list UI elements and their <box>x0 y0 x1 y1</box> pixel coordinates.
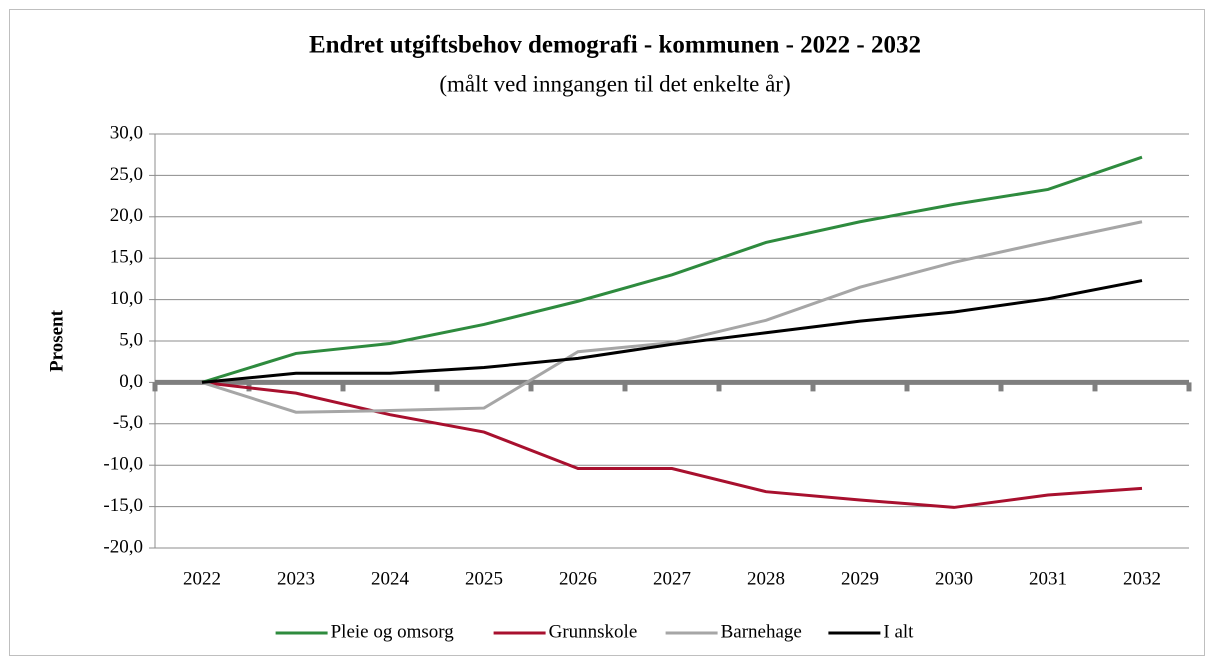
y-tick-label: 25,0 <box>110 164 143 185</box>
y-tick-label: 0,0 <box>119 371 143 392</box>
y-tick-label: -15,0 <box>103 495 143 516</box>
y-tick-label: 15,0 <box>110 247 143 268</box>
x-tick-label: 2024 <box>371 568 410 589</box>
x-tick-label: 2028 <box>747 568 785 589</box>
chart-title: Endret utgiftsbehov demografi - kommunen… <box>309 32 921 59</box>
legend-label: I alt <box>883 621 914 642</box>
x-tick-label: 2025 <box>465 568 503 589</box>
series-line <box>201 279 1143 384</box>
y-tick-label: 20,0 <box>110 205 143 226</box>
y-tick-label: 10,0 <box>110 288 143 309</box>
legend-label: Barnehage <box>721 621 802 642</box>
series-line <box>201 220 1143 414</box>
y-tick-label: -10,0 <box>103 454 143 475</box>
y-tick-label: 30,0 <box>110 122 143 143</box>
legend-label: Grunnskole <box>549 621 638 642</box>
series-line <box>201 380 1143 509</box>
chart-frame <box>9 9 1205 656</box>
x-tick-label: 2023 <box>277 568 315 589</box>
x-tick-label: 2029 <box>841 568 879 589</box>
x-tick-label: 2030 <box>935 568 973 589</box>
x-tick-label: 2032 <box>1123 568 1161 589</box>
x-tick-label: 2022 <box>183 568 221 589</box>
y-axis-label: Prosent <box>46 309 67 372</box>
y-tick-label: 5,0 <box>119 329 143 350</box>
legend-label: Pleie og omsorg <box>331 621 455 642</box>
y-tick-label: -5,0 <box>113 412 143 433</box>
x-tick-label: 2026 <box>559 568 597 589</box>
series-line <box>201 155 1143 384</box>
x-tick-label: 2031 <box>1029 568 1067 589</box>
x-tick-label: 2027 <box>653 568 691 589</box>
chart-subtitle: (målt ved inngangen til det enkelte år) <box>439 71 790 96</box>
y-tick-label: -20,0 <box>103 536 143 557</box>
